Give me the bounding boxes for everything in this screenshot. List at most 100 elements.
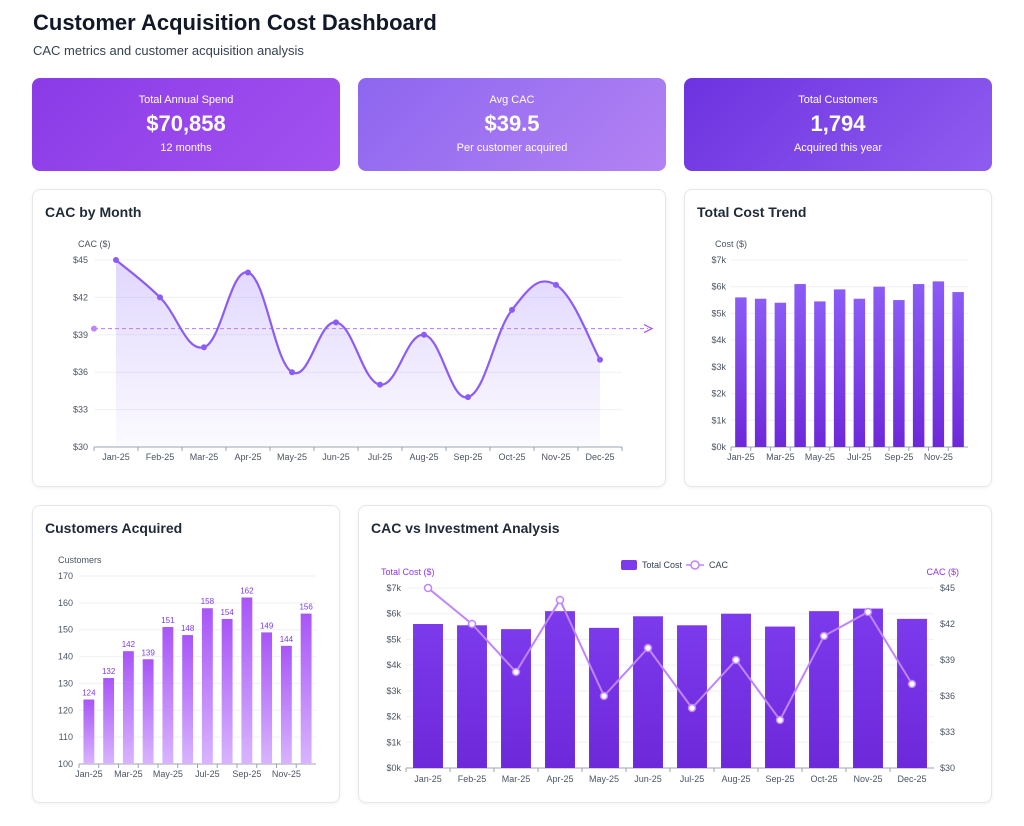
cac-point	[819, 631, 829, 641]
y-tick-label-right: $42	[940, 619, 955, 629]
customers-bar	[241, 597, 253, 764]
y-tick-label-left: $3k	[386, 686, 401, 696]
cac-vs-investment-card: Total Cost CAC Total Cost ($) CAC ($) $0k $1k…	[358, 505, 992, 803]
chart-title: Total Cost Trend	[697, 204, 807, 220]
x-tick-label: Mar-25	[190, 452, 219, 462]
total-cost-trend-chart[interactable]: Cost ($) $0k $1k $2k $3k $4k $5k $6k $7k Jan-25 Ma…	[685, 190, 993, 488]
customers-bar	[182, 635, 194, 764]
cac-point	[465, 394, 471, 401]
customers-bar	[261, 632, 273, 764]
customers-acquired-chart[interactable]: Customers 100 110 120 130 140 150 160 170 124 132 1…	[33, 506, 341, 804]
total-cost-bar	[545, 611, 575, 768]
y-axis-label-left: Total Cost ($)	[381, 567, 435, 577]
x-tick-label: Mar-25	[114, 769, 143, 779]
kpi-label: Avg CAC	[489, 94, 535, 106]
total-cost-bar	[501, 629, 531, 768]
x-tick-label: Dec-25	[897, 774, 926, 784]
cost-bar	[794, 284, 806, 447]
x-tick-label: May-25	[277, 452, 307, 462]
cost-bar	[912, 284, 925, 447]
legend-label: CAC	[709, 560, 729, 570]
x-tick-label: Jan-25	[727, 452, 755, 462]
x-tick-label: Jan-25	[414, 774, 442, 784]
chart-title: CAC vs Investment Analysis	[371, 520, 560, 536]
y-tick-label: $30	[73, 442, 88, 452]
cac-point	[555, 595, 565, 605]
cac-point	[907, 679, 917, 689]
total-cost-bar	[897, 618, 927, 768]
customers-bar	[221, 618, 233, 764]
cac-point	[201, 344, 207, 351]
y-tick-label: $5k	[711, 308, 726, 318]
y-tick-label: 160	[58, 598, 73, 608]
customers-bar	[300, 613, 312, 764]
data-label: 162	[240, 586, 254, 595]
y-tick-label: 150	[58, 625, 73, 635]
data-label: 144	[280, 635, 294, 644]
data-label: 151	[161, 616, 175, 625]
avg-line-label: Avg: $	[657, 324, 667, 334]
x-tick-label: Jul-25	[847, 452, 872, 462]
y-tick-label-left: $7k	[386, 583, 401, 593]
x-tick-label: Feb-25	[458, 774, 487, 784]
cac-point	[423, 583, 433, 593]
kpi-card-total-spend: Total Annual Spend $70,858 12 months	[32, 78, 340, 171]
avg-line-arrow	[643, 324, 654, 334]
y-tick-label-right: $36	[940, 691, 955, 701]
cost-bar	[833, 289, 846, 447]
data-label: 149	[260, 621, 274, 630]
cac-point	[289, 369, 295, 376]
cost-bar	[893, 300, 905, 447]
y-tick-label: $42	[73, 292, 88, 302]
customers-bar	[122, 651, 134, 764]
x-tick-label: Mar-25	[502, 774, 531, 784]
cac-point	[511, 667, 521, 677]
x-tick-label: Dec-25	[585, 452, 614, 462]
y-tick-label-left: $6k	[386, 609, 401, 619]
x-tick-label: Apr-25	[546, 774, 573, 784]
cac-point	[599, 691, 609, 701]
data-label: 132	[102, 667, 116, 676]
kpi-subtext: Acquired this year	[793, 142, 883, 154]
customers-bar	[280, 645, 292, 764]
y-tick-label-right: $33	[940, 727, 955, 737]
cac-vs-investment-chart[interactable]: Total Cost CAC Total Cost ($) CAC ($) $0k $1k…	[359, 506, 993, 804]
y-tick-label: 130	[58, 678, 73, 688]
cost-bar	[735, 297, 747, 447]
cac-point	[509, 306, 515, 313]
x-tick-label: Nov-25	[853, 774, 882, 784]
x-tick-label: Mar-25	[766, 452, 795, 462]
customers-bar	[201, 608, 213, 764]
x-tick-label: Apr-25	[234, 452, 261, 462]
x-tick-label: May-25	[589, 774, 619, 784]
cost-bar	[754, 298, 767, 447]
kpi-subtext: 12 months	[160, 142, 212, 154]
y-tick-label: 100	[58, 759, 73, 769]
cost-bar	[814, 301, 826, 447]
kpi-label: Total Annual Spend	[138, 94, 234, 106]
customers-bar	[162, 627, 174, 764]
data-label: 124	[82, 689, 96, 698]
customers-bar	[103, 678, 115, 764]
cac-by-month-card: CAC ($) $30 $33 $36 $39 $42 $45 Jan-25 Feb-25 Mar…	[32, 189, 666, 487]
legend-label: Total Cost	[642, 560, 683, 570]
y-axis-label: Customers	[58, 555, 102, 565]
cac-by-month-chart[interactable]: CAC ($) $30 $33 $36 $39 $42 $45 Jan-25 Feb-25 Mar…	[33, 190, 667, 488]
cost-bar	[873, 286, 885, 447]
data-label: 154	[220, 608, 234, 617]
y-tick-label: 170	[58, 571, 73, 581]
x-tick-label: Sep-25	[453, 452, 482, 462]
total-cost-bar	[457, 625, 487, 768]
kpi-subtext: Per customer acquired	[456, 142, 568, 154]
y-tick-label-left: $5k	[386, 634, 401, 644]
y-tick-label: 110	[59, 732, 73, 742]
x-tick-label: Jun-25	[322, 452, 350, 462]
data-label: 139	[141, 648, 155, 657]
cac-point	[775, 715, 785, 725]
y-tick-label: 140	[58, 652, 73, 662]
y-tick-label: $1k	[711, 415, 726, 425]
total-cost-bar	[633, 616, 663, 768]
y-tick-label: $39	[73, 330, 88, 340]
cac-point	[643, 643, 653, 653]
total-cost-trend-card: Cost ($) $0k $1k $2k $3k $4k $5k $6k $7k Jan-25 Ma…	[684, 189, 992, 487]
